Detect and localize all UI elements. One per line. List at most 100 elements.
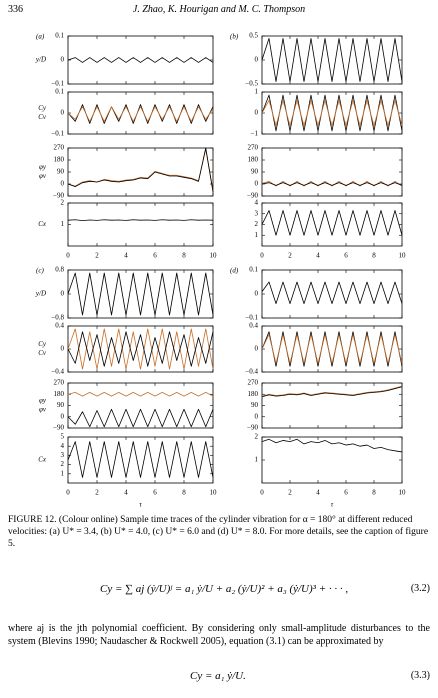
equation-number: (3.2)	[410, 583, 430, 594]
y-tick-label: 90	[57, 401, 65, 409]
y-tick-label: 180	[248, 156, 259, 164]
trace	[261, 281, 403, 304]
y-tick-label: 270	[248, 379, 259, 387]
y-tick-label: 90	[251, 401, 259, 409]
plot-frame	[67, 202, 214, 247]
plot-frame	[261, 35, 403, 85]
y-tick-label: 0.4	[249, 322, 258, 330]
page-number: 336	[8, 4, 23, 15]
x-axis-label: τ	[139, 501, 142, 509]
y-tick-label: 0	[255, 290, 259, 298]
y-tick-label: −0.5	[245, 80, 258, 88]
trace	[67, 272, 214, 316]
y-axis-label: Cx	[38, 220, 47, 228]
x-tick-label: 2	[95, 252, 99, 260]
y-tick-label: 2	[61, 199, 65, 207]
trace	[67, 219, 214, 222]
x-tick-label: 8	[182, 252, 186, 260]
y-tick-label: 0.4	[55, 322, 64, 330]
trace	[67, 328, 214, 370]
x-tick-label: 4	[124, 252, 128, 260]
x-tick-label: 4	[316, 252, 320, 260]
y-tick-label: 0.1	[55, 32, 64, 40]
y-tick-label: 1	[255, 456, 259, 464]
plot-frame	[261, 91, 403, 135]
y-tick-label: −0.1	[51, 80, 64, 88]
panel-label: (b)	[230, 33, 239, 41]
plot-frame	[67, 147, 214, 197]
y-tick-label: −1	[251, 130, 259, 138]
y-tick-label: −0.4	[245, 368, 258, 376]
plot-frame	[67, 91, 214, 135]
panel-label: (a)	[36, 33, 45, 41]
trace	[261, 180, 403, 187]
y-tick-label: 0	[255, 345, 259, 353]
y-tick-label: 4	[255, 199, 259, 207]
x-tick-label: 2	[288, 489, 292, 497]
y-tick-label: 180	[248, 390, 259, 398]
y-axis-label: y/D	[35, 56, 46, 64]
x-tick-label: 0	[260, 252, 264, 260]
y-tick-label: 0	[255, 109, 259, 117]
trace	[261, 334, 403, 364]
x-tick-label: 10	[210, 252, 218, 260]
caption: FIGURE 12. (Colour online) Sample time t…	[8, 515, 429, 549]
plot-frame	[261, 382, 403, 429]
trace	[67, 331, 214, 367]
trace	[67, 147, 214, 193]
y-tick-label: 90	[251, 168, 259, 176]
x-tick-label: 10	[210, 489, 218, 497]
panel-label: (c)	[36, 267, 44, 275]
y-axis-label: Cv	[38, 349, 47, 357]
x-tick-label: 8	[372, 489, 376, 497]
x-tick-label: 4	[124, 489, 128, 497]
y-tick-label: 4	[61, 442, 65, 450]
y-tick-label: 0	[61, 290, 65, 298]
trace	[261, 38, 403, 82]
y-axis-label: φy	[39, 397, 47, 405]
trace	[67, 148, 214, 191]
trace	[67, 441, 214, 478]
y-tick-label: 0	[255, 412, 259, 420]
plot-frame	[67, 269, 214, 319]
x-tick-label: 2	[95, 489, 99, 497]
running-head: J. Zhao, K. Hourigan and M. C. Thompson	[132, 4, 306, 15]
trace	[261, 94, 403, 132]
figure: (a)−0.100.1y/D−0.100.1CyCv−90090180270φy…	[35, 32, 407, 509]
y-tick-label: 1	[255, 88, 259, 96]
y-tick-label: 180	[54, 390, 65, 398]
equation-number: (3.3)	[410, 670, 430, 681]
y-tick-label: −90	[53, 424, 64, 432]
y-axis-label: Cy	[38, 104, 47, 112]
y-tick-label: 180	[54, 156, 65, 164]
y-tick-label: 0.8	[55, 266, 64, 274]
x-tick-label: 6	[344, 252, 348, 260]
y-axis-label: y/D	[35, 290, 46, 298]
trace	[261, 438, 403, 453]
trace	[261, 386, 403, 398]
x-tick-label: 6	[153, 252, 157, 260]
trace	[67, 57, 214, 63]
trace	[67, 391, 214, 397]
y-tick-label: −90	[53, 192, 64, 200]
y-tick-label: −90	[247, 192, 258, 200]
y-tick-label: 2	[255, 220, 259, 228]
y-tick-label: 0	[61, 56, 65, 64]
x-tick-label: 6	[153, 489, 157, 497]
y-tick-label: 270	[248, 144, 259, 152]
y-axis-label: Cv	[38, 113, 47, 121]
trace	[261, 210, 403, 236]
y-tick-label: 0	[255, 180, 259, 188]
y-tick-label: 0.1	[249, 266, 258, 274]
plot-frame	[261, 147, 403, 197]
x-tick-label: 6	[344, 489, 348, 497]
y-tick-label: 2	[255, 433, 259, 441]
y-tick-label: 3	[255, 209, 259, 217]
y-axis-label: φv	[39, 172, 47, 180]
y-tick-label: 270	[54, 379, 65, 387]
x-tick-label: 10	[399, 489, 407, 497]
y-tick-label: 0	[61, 180, 65, 188]
y-tick-label: 0.5	[249, 32, 258, 40]
x-tick-label: 0	[260, 489, 264, 497]
